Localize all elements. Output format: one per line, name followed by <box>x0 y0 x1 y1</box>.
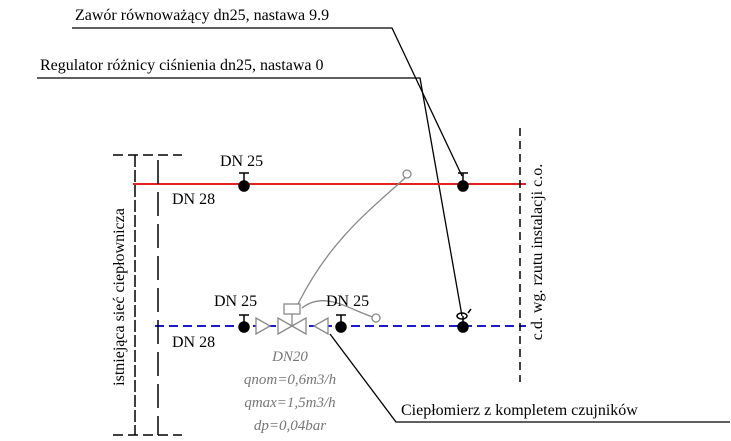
label: DN 25 <box>220 153 263 170</box>
label: c.d. wg. rzutu instalacji c.o. <box>529 164 546 340</box>
label: DN 25 <box>214 293 257 310</box>
label: DN 25 <box>326 293 369 310</box>
boundaries <box>113 128 521 436</box>
label: istniejąca sieć ciepłownicza <box>111 208 128 386</box>
label: DN 28 <box>172 334 215 351</box>
heat-meter <box>255 169 412 336</box>
label: dp=0,04bar <box>254 418 326 434</box>
label: Ciepłomierz z kompletem czujników <box>401 402 638 419</box>
label: qnom=0,6m3/h <box>244 372 336 388</box>
label: Zawór równoważący dn25, nastawa 9.9 <box>75 7 329 24</box>
label: DN20 <box>271 349 308 365</box>
label: Regulator różnicy ciśnienia dn25, nastaw… <box>40 57 323 74</box>
label: qmax=1,5m3/h <box>244 395 335 411</box>
label: DN 28 <box>172 191 215 208</box>
leader-lines <box>37 27 730 423</box>
valves <box>238 172 472 333</box>
